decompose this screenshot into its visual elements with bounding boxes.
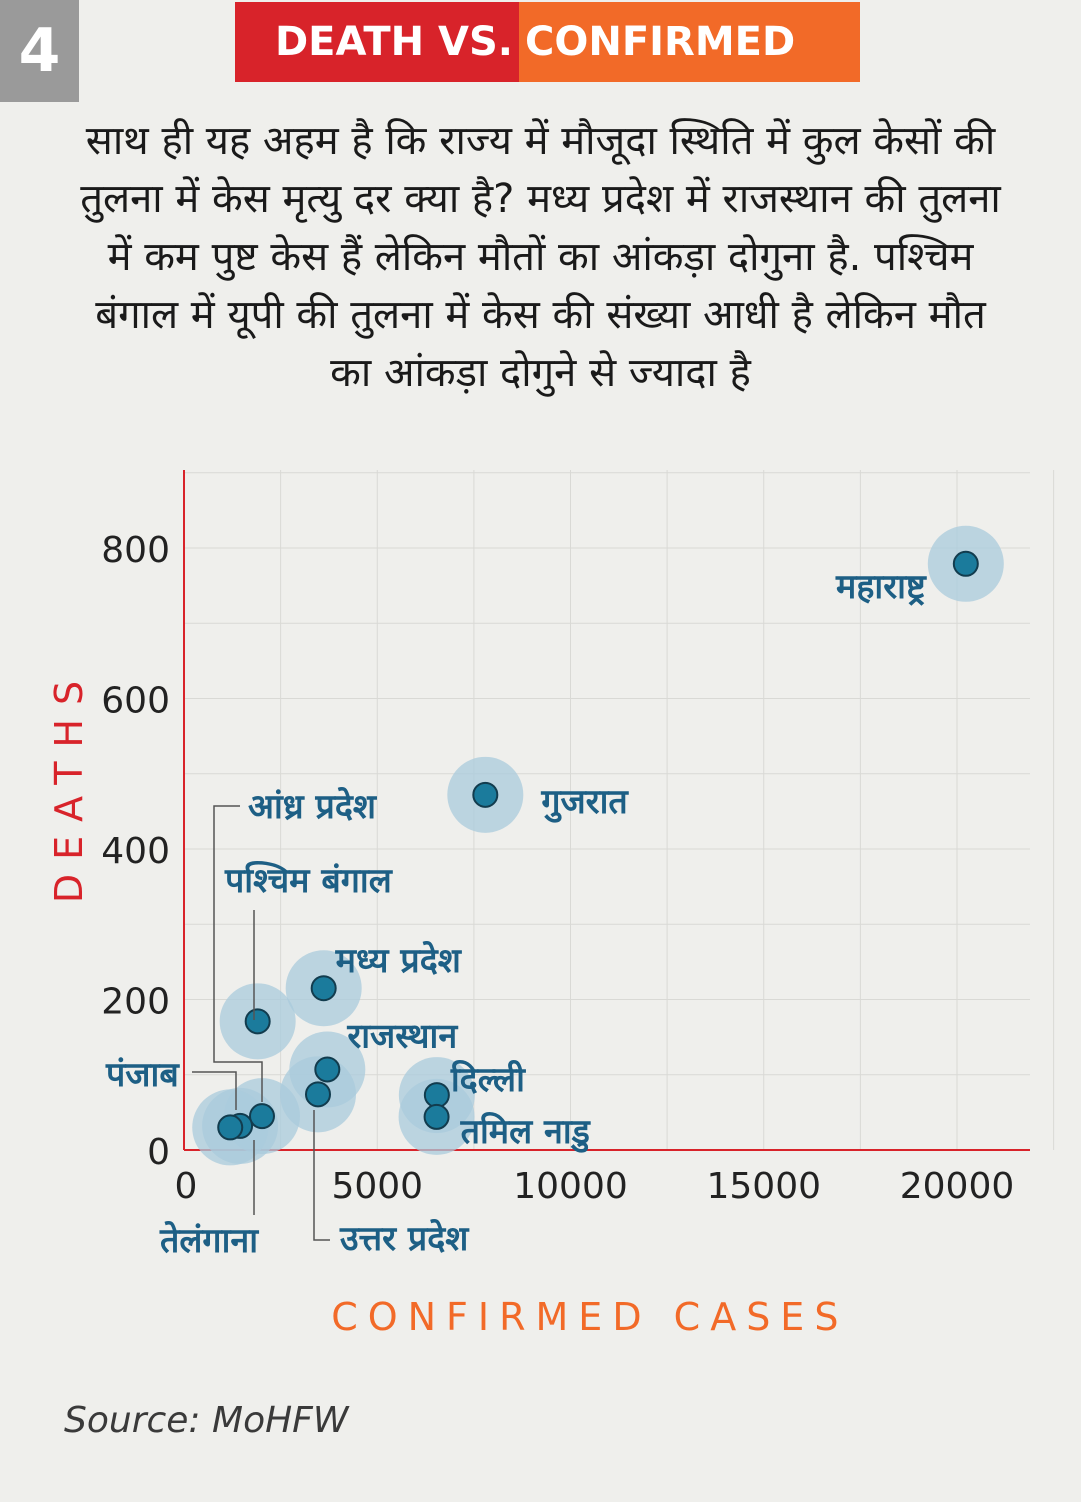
label-leader-line (192, 1071, 237, 1110)
data-point (314, 1056, 341, 1083)
data-point-label: गुजरात (540, 782, 629, 823)
y-tick-backdrop (96, 1126, 176, 1172)
y-tick-backdrop (96, 975, 176, 1022)
data-point (423, 1082, 450, 1109)
y-tick-backdrop (96, 524, 176, 570)
chart-number-badge: 4 (0, 0, 79, 102)
x-tick-label: 15000 (706, 1166, 821, 1207)
y-tick-label: 800 (101, 530, 170, 571)
x-tick-label: 5000 (331, 1166, 423, 1207)
header-title-part1: DEATH VS. (235, 2, 519, 82)
y-axis-title: DEATHS (47, 667, 91, 903)
y-tick-label: 600 (101, 681, 170, 722)
header-title-part2: CONFIRMED (519, 2, 860, 82)
data-point-label: तेलंगाना (159, 1220, 259, 1261)
data-point (472, 781, 499, 808)
data-point (244, 1008, 271, 1035)
y-tick-label: 200 (101, 982, 170, 1023)
data-point (248, 1103, 275, 1130)
label-leader-line (213, 805, 263, 1102)
data-point (310, 975, 337, 1002)
label-leader-line (313, 1110, 330, 1241)
y-tick-backdrop (96, 674, 176, 721)
data-point-label: तमिल नाडु (460, 1111, 592, 1153)
data-point (304, 1081, 331, 1108)
data-point-label: पश्चिम बंगाल (224, 860, 394, 901)
y-tick-label: 400 (101, 831, 170, 872)
data-point (423, 1103, 450, 1130)
data-point-label: महाराष्ट्र (835, 567, 927, 607)
data-point-label: राजस्थान (346, 1016, 458, 1056)
source-note: Source: MoHFW (64, 1400, 349, 1441)
y-tick-label: 0 (147, 1132, 170, 1173)
data-point (952, 550, 979, 577)
data-point-label: आंध्र प्रदेश (248, 786, 378, 827)
x-tick-label: 0 (175, 1166, 198, 1207)
y-tick-backdrop (96, 825, 176, 871)
chart-header: DEATH VS. CONFIRMED (235, 2, 860, 82)
x-tick-label: 10000 (513, 1166, 628, 1207)
chart-description: साथ ही यह अहम है कि राज्य में मौजूदा स्थ… (80, 118, 1001, 396)
data-point (217, 1114, 244, 1141)
x-axis-title: CONFIRMED CASES (331, 1295, 848, 1339)
x-tick-label: 20000 (900, 1166, 1015, 1207)
data-point-label: पंजाब (105, 1055, 180, 1095)
data-point-label: मध्य प्रदेश (335, 940, 463, 981)
data-point-label: उत्तर प्रदेश (339, 1218, 470, 1259)
data-point-label: दिल्ली (450, 1059, 526, 1100)
